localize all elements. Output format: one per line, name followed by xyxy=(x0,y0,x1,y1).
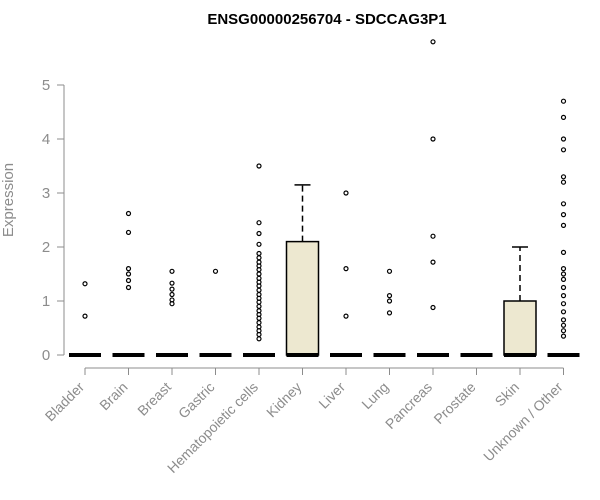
plot-area xyxy=(69,39,580,357)
outlier-8-3 xyxy=(430,136,436,142)
outlier-11-15 xyxy=(560,179,567,185)
outlier-11-5 xyxy=(560,301,567,307)
outlier-0-1 xyxy=(82,281,88,287)
y-tick-label-2: 2 xyxy=(42,239,50,256)
outlier-4-24 xyxy=(256,220,262,226)
outlier-2-4 xyxy=(169,280,175,286)
box-7 xyxy=(373,268,406,357)
outlier-6-1 xyxy=(343,266,349,272)
box-0 xyxy=(69,281,101,357)
y-tick-label-1: 1 xyxy=(42,293,50,310)
outlier-11-2 xyxy=(560,322,567,328)
outlier-4-0 xyxy=(256,336,262,342)
outlier-11-19 xyxy=(560,114,567,121)
outlier-6-2 xyxy=(343,190,349,196)
box-body-5 xyxy=(285,240,320,356)
outlier-4-4 xyxy=(256,320,262,326)
box-11 xyxy=(547,98,580,357)
outlier-11-6 xyxy=(560,293,567,299)
outlier-11-16 xyxy=(560,174,567,180)
outlier-4-12 xyxy=(256,287,262,293)
outlier-2-2 xyxy=(169,291,175,298)
box-6 xyxy=(330,190,362,357)
box-body-10 xyxy=(503,300,537,356)
x-tick-label-9: Prostate xyxy=(430,379,478,427)
outlier-7-2 xyxy=(386,293,393,299)
outlier-0-0 xyxy=(82,313,88,319)
outlier-8-4 xyxy=(430,39,436,45)
outlier-4-23 xyxy=(256,230,262,237)
outlier-4-20 xyxy=(256,255,262,261)
outlier-8-1 xyxy=(430,259,436,265)
outlier-11-3 xyxy=(560,317,567,323)
outlier-2-1 xyxy=(169,297,175,303)
outlier-2-5 xyxy=(169,268,175,274)
outlier-11-20 xyxy=(560,98,567,104)
x-tick-label-5: Kidney xyxy=(263,379,305,421)
outlier-4-8 xyxy=(256,303,262,309)
box-5 xyxy=(285,184,320,357)
outlier-11-11 xyxy=(560,249,567,255)
outlier-1-0 xyxy=(125,284,132,291)
y-tick-label-4: 4 xyxy=(42,131,50,148)
x-tick-label-2: Breast xyxy=(134,379,174,419)
outlier-11-12 xyxy=(560,222,567,228)
outlier-7-1 xyxy=(386,298,393,304)
outlier-2-3 xyxy=(169,286,175,292)
outlier-11-7 xyxy=(560,284,567,291)
outlier-4-16 xyxy=(256,271,262,277)
y-axis: 0 1 2 3 4 5 xyxy=(42,77,65,364)
outlier-11-18 xyxy=(560,136,567,142)
x-tick-label-1: Brain xyxy=(96,379,130,413)
y-tick-label-5: 5 xyxy=(42,77,50,94)
box-2 xyxy=(156,268,188,357)
outlier-11-14 xyxy=(560,201,567,207)
x-tick-label-0: Bladder xyxy=(42,379,88,425)
box-8 xyxy=(417,39,449,357)
outlier-11-10 xyxy=(560,266,567,272)
y-tick-label-3: 3 xyxy=(42,185,50,202)
outlier-11-8 xyxy=(560,276,567,282)
outlier-11-1 xyxy=(560,328,567,334)
x-tick-label-11: Unknown / Other xyxy=(480,379,566,465)
outlier-11-4 xyxy=(560,309,567,315)
chart-title: ENSG00000256704 - SDCCAG3P1 xyxy=(207,11,446,28)
outlier-4-25 xyxy=(256,163,262,169)
outlier-1-2 xyxy=(125,271,132,277)
box-10 xyxy=(503,246,537,357)
y-tick-label-0: 0 xyxy=(42,347,50,364)
x-tick-label-6: Liver xyxy=(315,379,348,412)
outlier-7-3 xyxy=(386,268,393,274)
outlier-11-17 xyxy=(560,147,567,153)
outlier-8-2 xyxy=(430,233,436,239)
y-axis-label: Expression xyxy=(0,163,17,237)
outlier-3-0 xyxy=(212,268,219,274)
outlier-4-22 xyxy=(256,241,262,247)
outlier-11-0 xyxy=(560,333,567,339)
outlier-8-0 xyxy=(430,304,436,311)
box-4 xyxy=(243,163,275,357)
outlier-1-3 xyxy=(125,266,132,272)
box-1 xyxy=(112,210,145,357)
x-tick-label-3: Gastric xyxy=(175,379,218,422)
outlier-1-1 xyxy=(125,277,132,284)
outlier-7-0 xyxy=(386,310,393,316)
outlier-11-13 xyxy=(560,212,567,218)
outlier-4-21 xyxy=(256,250,262,257)
x-tick-label-10: Skin xyxy=(492,379,523,410)
x-tick-label-7: Lung xyxy=(358,379,391,412)
x-tick-label-8: Pancreas xyxy=(382,379,435,432)
outlier-1-5 xyxy=(125,210,132,217)
box-3 xyxy=(199,268,232,357)
outlier-1-4 xyxy=(125,229,132,236)
outlier-6-0 xyxy=(343,313,349,319)
outlier-11-9 xyxy=(560,271,567,277)
